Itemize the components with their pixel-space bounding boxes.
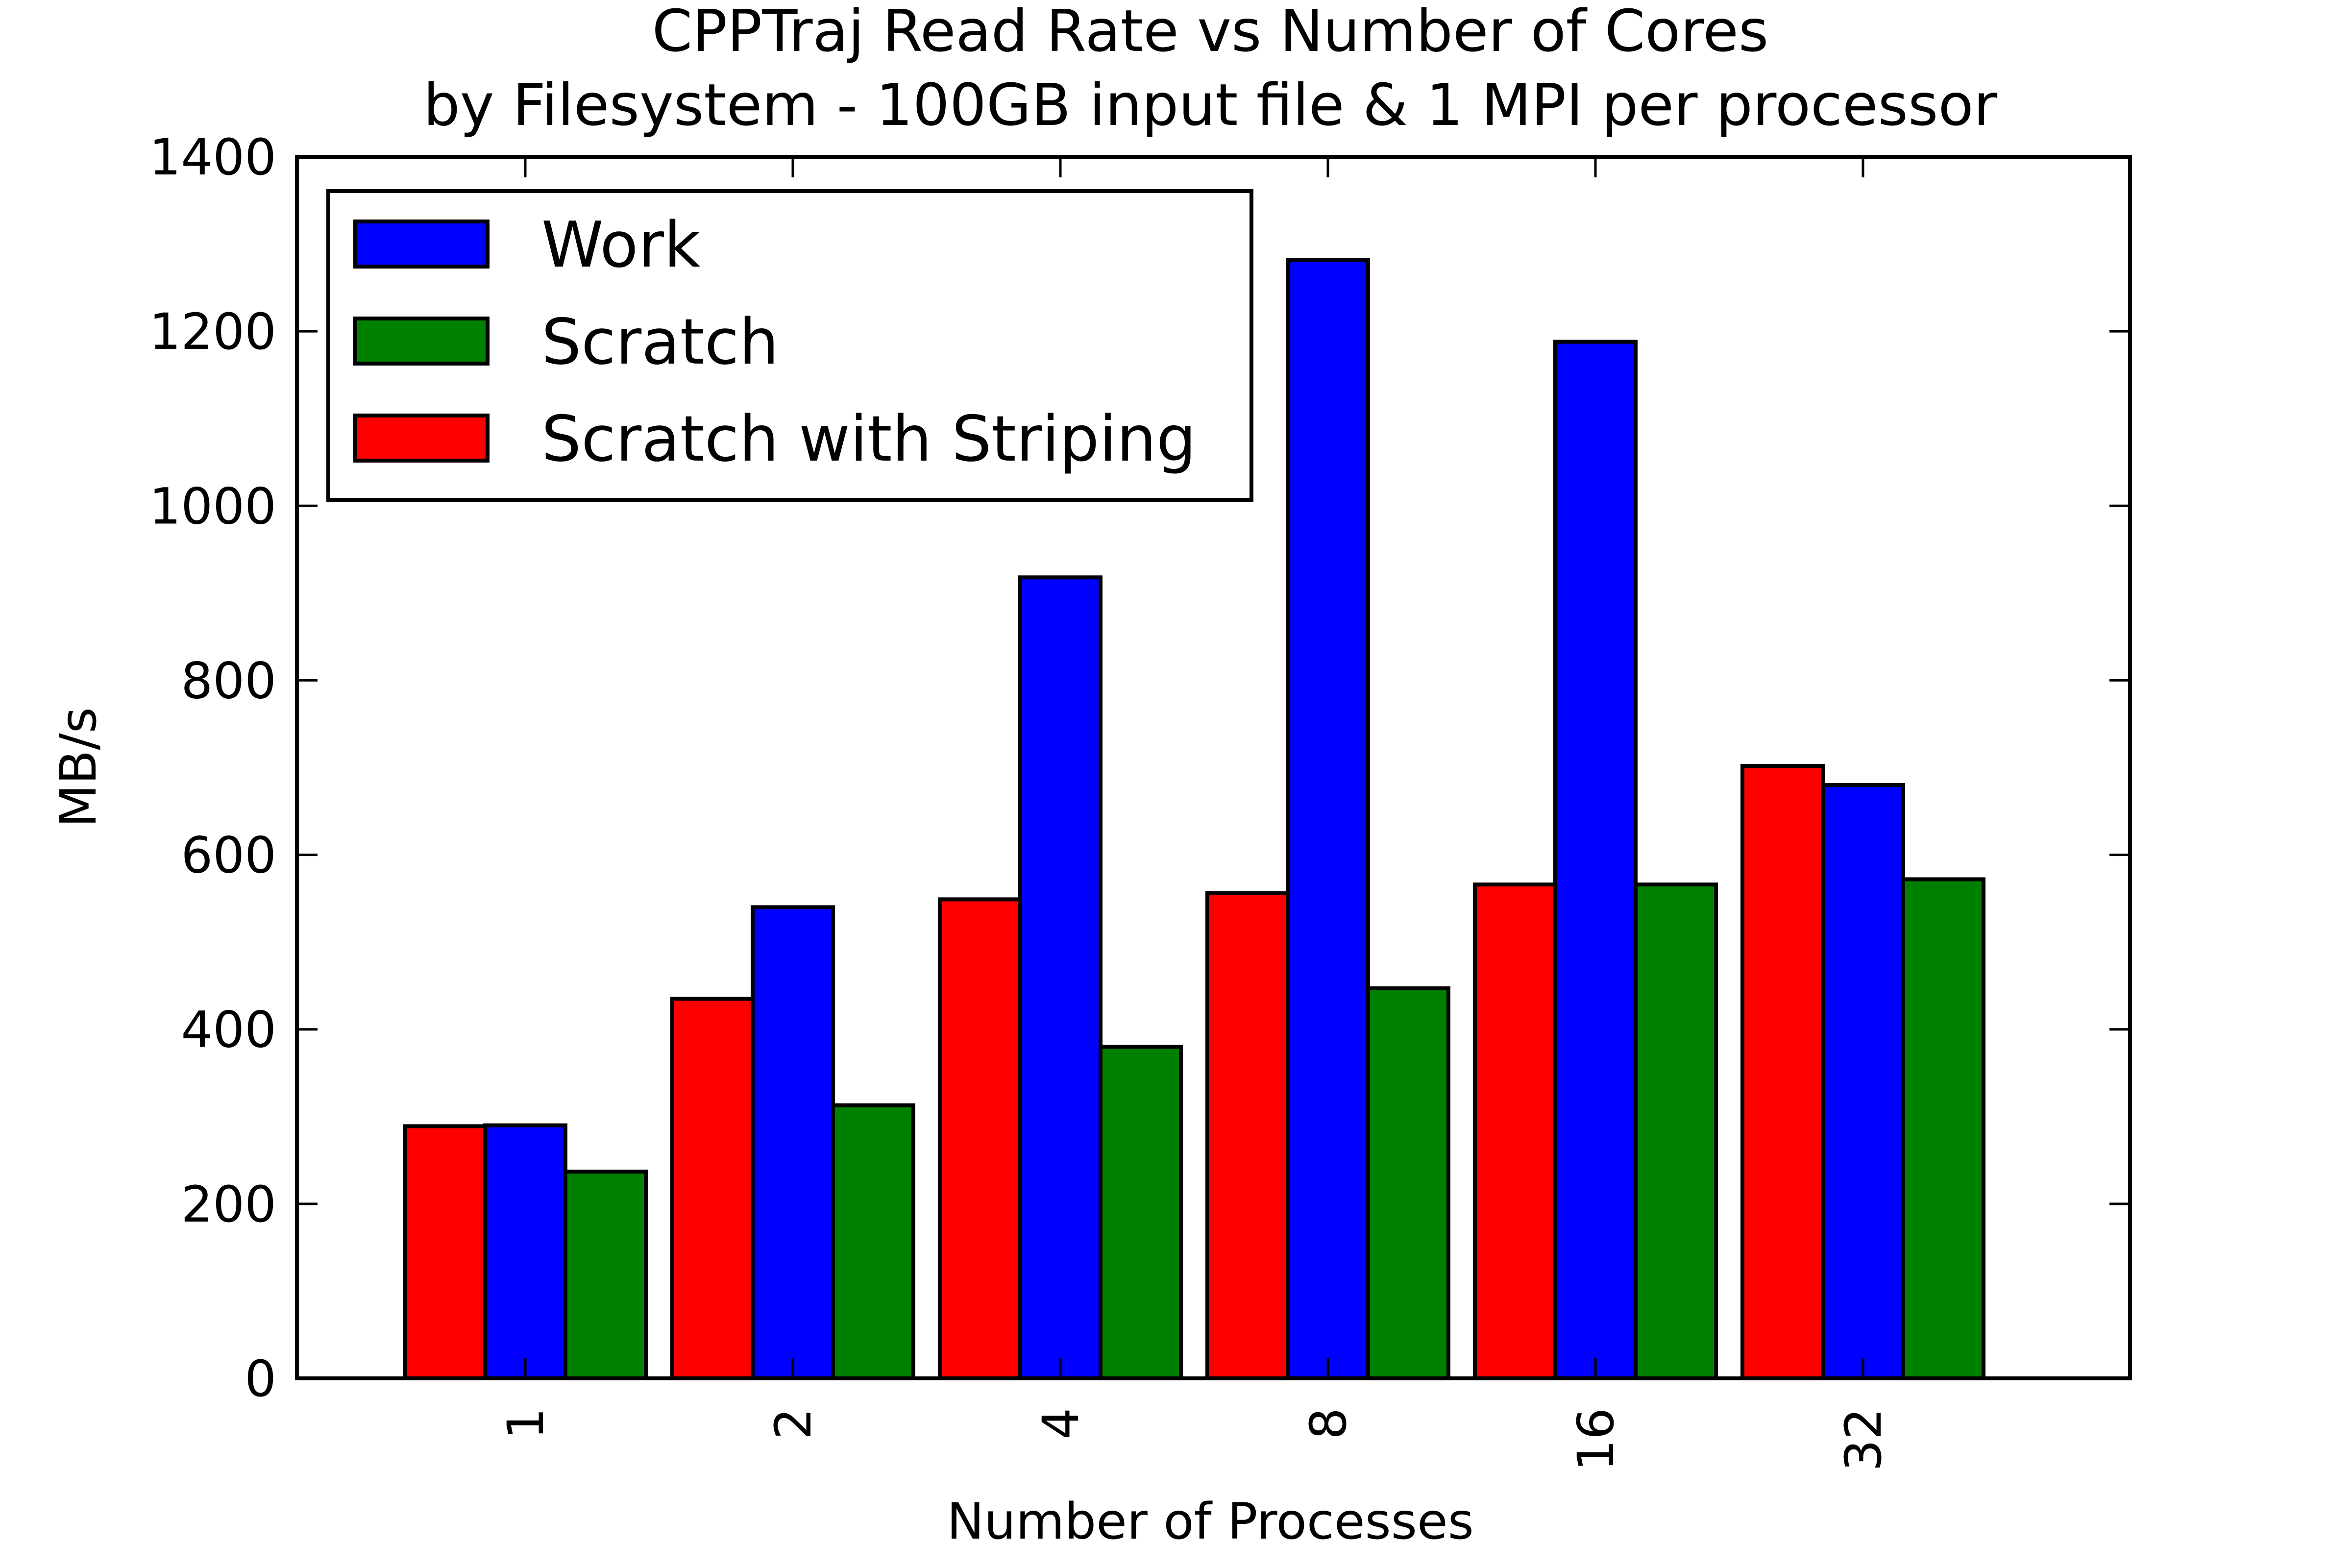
bar-work-2: [751, 905, 835, 1380]
x-tick-label: 2: [764, 1408, 823, 1440]
legend-label: Work: [541, 209, 700, 282]
x-tick-label: 8: [1299, 1408, 1358, 1440]
y-tick-label: 800: [181, 652, 276, 710]
bar-scratch-with-striping-16: [1473, 882, 1557, 1380]
legend-label: Scratch with Striping: [541, 403, 1196, 476]
x-tick-label: 32: [1835, 1408, 1893, 1471]
ticks-layer: 0 200 400 600 800 1000 1200 1400 1 2 4 8 16 32: [149, 128, 2130, 1471]
chart-subtitle: by Filesystem - 100GB input file & 1 MPI…: [423, 71, 1998, 139]
bar-scratch-with-striping-4: [938, 897, 1022, 1380]
bar-scratch-16: [1634, 882, 1718, 1380]
y-tick-label: 0: [245, 1350, 276, 1408]
y-tick-label: 1400: [149, 128, 276, 187]
y-tick-label: 1200: [149, 303, 276, 361]
x-tick-label: 16: [1567, 1408, 1625, 1471]
bar-scratch-with-striping-32: [1740, 763, 1825, 1380]
y-tick-label: 1000: [149, 477, 276, 536]
y-axis-label: MB/s: [49, 707, 108, 828]
x-tick-label: 1: [497, 1408, 555, 1440]
bar-work-16: [1553, 340, 1638, 1380]
chart-title: CPPTraj Read Rate vs Number of Cores: [652, 0, 1769, 65]
x-axis-label: Number of Processes: [947, 1493, 1474, 1551]
bar-scratch-4: [1099, 1045, 1183, 1381]
bar-work-32: [1821, 783, 1905, 1380]
legend-label: Scratch: [541, 306, 779, 379]
bars-layer: [403, 258, 1985, 1381]
legend-swatch-scratch-with-striping: [353, 414, 490, 463]
bar-scratch-32: [1901, 877, 1985, 1380]
y-tick-label: 200: [181, 1176, 276, 1234]
bar-scratch-2: [831, 1103, 915, 1381]
plot-frame: [295, 155, 2132, 1380]
y-tick-label: 400: [181, 1001, 276, 1059]
legend-swatch-scratch: [353, 317, 490, 366]
bar-scratch-with-striping-1: [403, 1124, 487, 1380]
legend: Work Scratch Scratch with Striping: [326, 189, 1253, 502]
legend-swatch-work: [353, 220, 490, 269]
bar-work-4: [1018, 575, 1102, 1380]
bar-scratch-8: [1366, 986, 1450, 1381]
x-tick-label: 4: [1032, 1408, 1090, 1440]
bar-scratch-with-striping-8: [1205, 891, 1290, 1380]
bar-scratch-1: [564, 1169, 648, 1380]
bar-work-1: [483, 1123, 567, 1380]
bar-scratch-with-striping-2: [670, 997, 755, 1380]
bar-work-8: [1286, 258, 1370, 1380]
y-tick-label: 600: [181, 827, 276, 885]
